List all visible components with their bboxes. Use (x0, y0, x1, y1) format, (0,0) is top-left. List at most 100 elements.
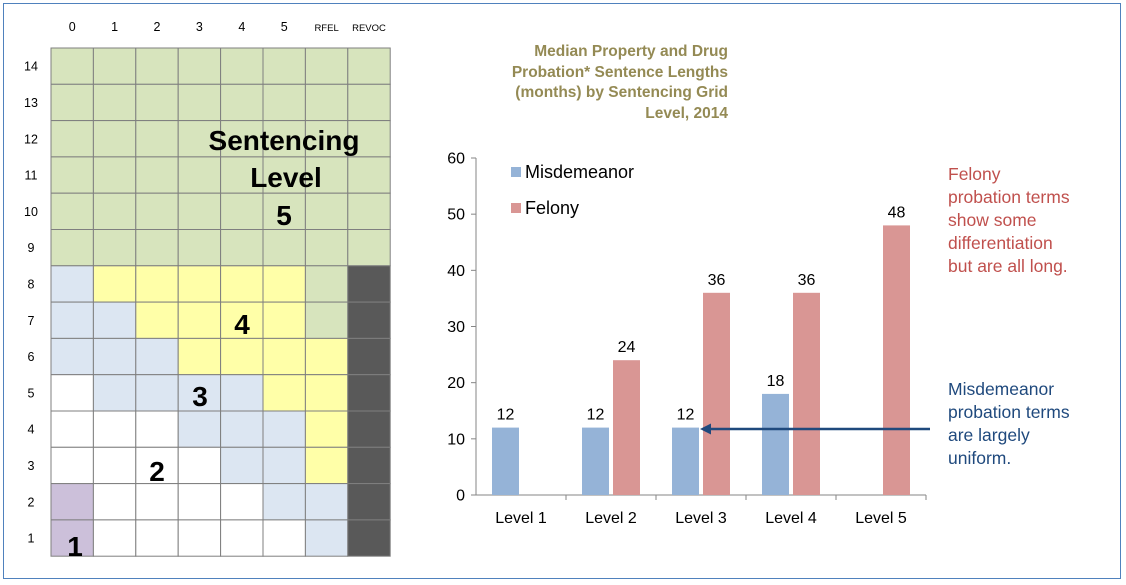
grid-cell (50, 519, 94, 557)
grid-cell (177, 337, 222, 376)
grid-cell (220, 265, 264, 303)
grid-cell (262, 265, 306, 303)
chart-title-line: (months) by Sentencing Grid (515, 84, 728, 101)
y-tick-label: 0 (456, 488, 465, 505)
grid-cell (92, 301, 137, 339)
misdemeanor-annotation-line: uniform. (948, 448, 1012, 468)
grid-row-label: 10 (24, 205, 38, 219)
grid-cell (135, 337, 179, 376)
grid-row-label: 3 (28, 459, 35, 473)
misdemeanor-bar (762, 393, 789, 495)
misdemeanor-bar (492, 427, 519, 495)
y-tick-label: 20 (447, 375, 465, 392)
data-label: 12 (677, 407, 695, 424)
grid-column-label: 5 (281, 20, 288, 34)
grid-cell (220, 446, 264, 485)
grid-cell (304, 120, 349, 158)
grid-cell (177, 47, 222, 85)
grid-row-label: 5 (28, 386, 35, 400)
grid-cell (50, 483, 94, 521)
grid-cell (347, 156, 391, 194)
grid-cell (304, 83, 349, 122)
data-label: 12 (587, 407, 605, 424)
felony-annotation-line: but are all long. (948, 256, 1068, 276)
felony-annotation-line: Felony (948, 164, 1001, 184)
misdemeanor-bar (582, 427, 609, 495)
grid-cell (177, 519, 222, 557)
grid-row-label: 13 (24, 96, 38, 110)
grid-cell (262, 483, 306, 521)
grid-cell (135, 83, 179, 122)
grid-cell (347, 410, 391, 448)
grid-cell (347, 265, 391, 303)
felony-bar (883, 225, 910, 495)
grid-cell (304, 156, 349, 194)
level-2-label: 2 (149, 456, 165, 487)
grid-cell (50, 229, 94, 267)
data-label: 12 (497, 407, 515, 424)
y-tick-label: 50 (447, 207, 465, 224)
grid-cell (220, 519, 264, 557)
grid-cell (92, 410, 137, 448)
level-3-label: 3 (192, 381, 208, 412)
grid-cell (177, 301, 222, 339)
misdemeanor-arrow-head (700, 423, 711, 435)
felony-annotation-line: show some (948, 210, 1037, 230)
misdemeanor-annotation: Misdemeanor probation terms are largely … (948, 378, 1070, 470)
grid-cell (50, 374, 94, 412)
level-5-label-line3: 5 (276, 200, 292, 231)
grid-cell (347, 83, 391, 122)
grid-cell (262, 83, 306, 122)
grid-cell (262, 120, 306, 158)
grid-cell (304, 410, 349, 448)
x-tick-label: Level 2 (585, 510, 637, 527)
data-label: 36 (708, 272, 726, 289)
chart-title-line: Median Property and Drug (534, 43, 728, 60)
misdemeanor-annotation-line: Misdemeanor (948, 379, 1055, 399)
grid-cell (135, 156, 179, 194)
grid-cell (177, 229, 222, 267)
data-label: 18 (767, 373, 785, 390)
grid-row-label: 6 (28, 350, 35, 364)
grid-cell (135, 410, 179, 448)
y-tick-label: 30 (447, 319, 465, 336)
grid-cell (262, 410, 306, 448)
x-tick-label: Level 3 (675, 510, 727, 527)
misdemeanor-annotation-line: probation terms (948, 402, 1070, 422)
grid-row-label: 12 (24, 132, 38, 146)
grid-cell (347, 301, 391, 339)
grid-cell (50, 410, 94, 448)
data-label: 48 (888, 204, 906, 221)
grid-cell (50, 337, 94, 376)
felony-annotation: Felony probation terms show some differe… (948, 163, 1070, 278)
grid-cell (135, 446, 179, 485)
grid-cell (135, 519, 179, 557)
y-tick-label: 60 (447, 151, 465, 168)
y-tick-label: 40 (447, 263, 465, 280)
x-tick-label: Level 5 (855, 510, 907, 527)
grid-cell (92, 446, 137, 485)
chart-title-line: Level, 2014 (645, 104, 728, 122)
felony-bar (793, 292, 820, 495)
grid-cell (304, 265, 349, 303)
level-1-label: 1 (67, 531, 83, 562)
grid-cell (262, 519, 306, 557)
data-label: 24 (618, 339, 636, 356)
grid-cell (304, 519, 349, 557)
grid-row-label: 2 (28, 495, 35, 509)
legend-label: Misdemeanor (525, 162, 634, 182)
grid-cell (347, 229, 391, 267)
grid-cell (347, 47, 391, 85)
grid-cell (347, 446, 391, 485)
grid-column-label: 0 (69, 20, 76, 34)
grid-cell (135, 192, 179, 230)
grid-column-label: RFEL (314, 23, 338, 34)
legend-label: Felony (525, 198, 579, 218)
x-tick-label: Level 1 (495, 510, 547, 527)
felony-bar (703, 292, 730, 495)
grid-cell (177, 83, 222, 122)
grid-cell (220, 156, 264, 194)
misdemeanor-annotation-line: are largely (948, 425, 1030, 445)
